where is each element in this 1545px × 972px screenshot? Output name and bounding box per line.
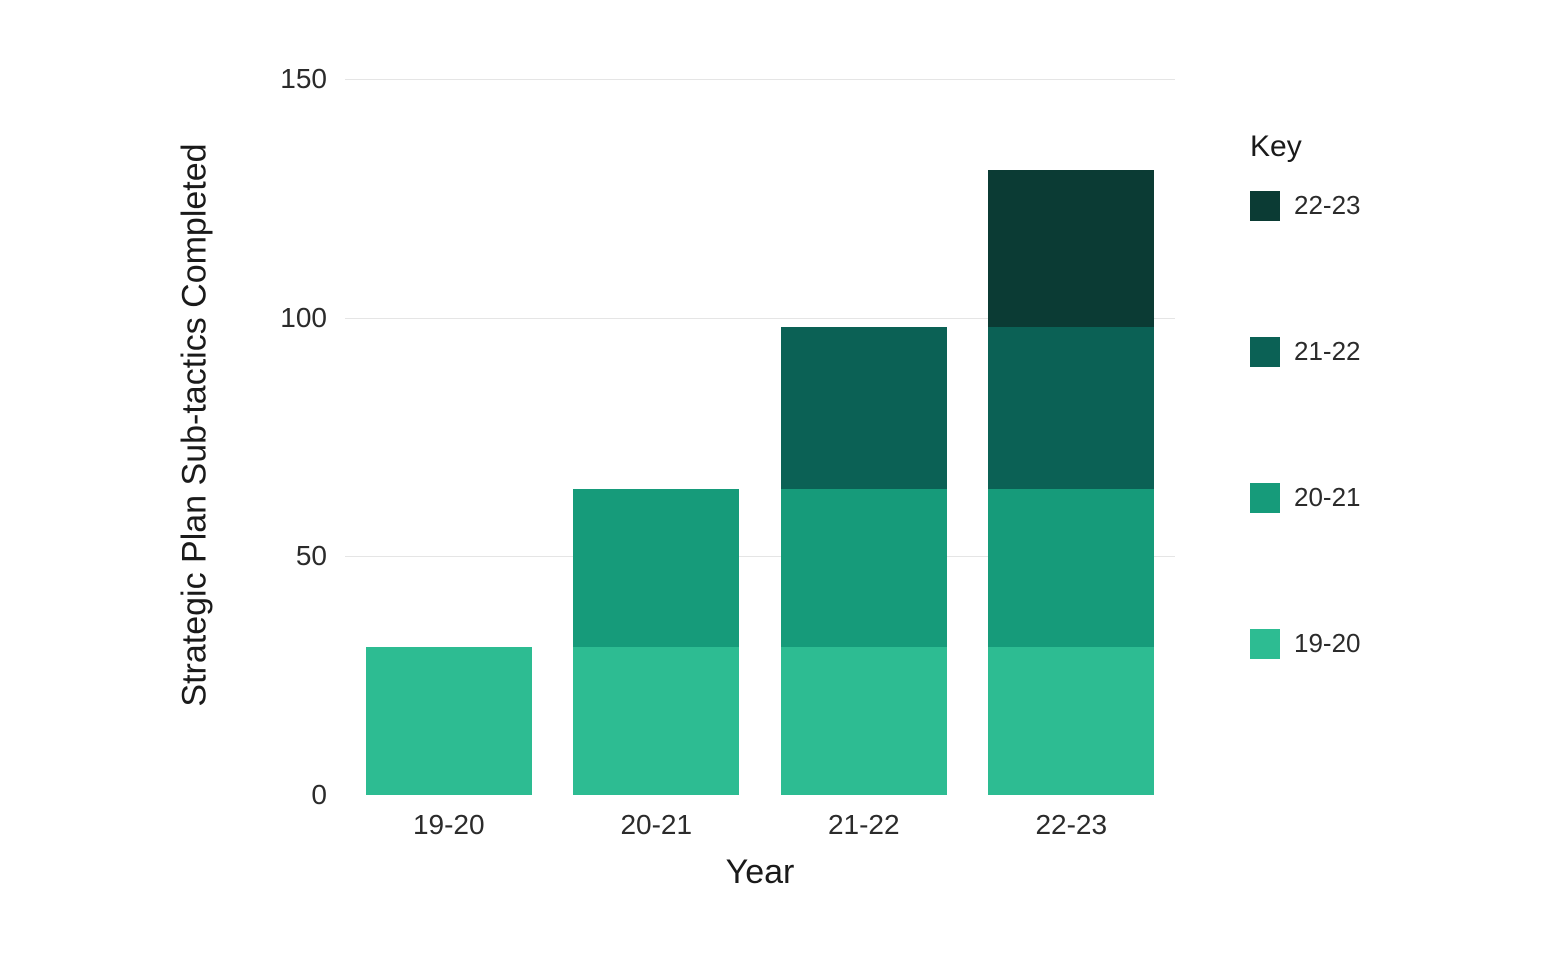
- legend-item: 22-23: [1250, 190, 1361, 221]
- bar-group: [781, 55, 947, 795]
- stacked-bar-chart: 05010015019-2020-2121-2222-23 Strategic …: [0, 0, 1545, 972]
- bar-segment: [988, 647, 1154, 795]
- legend-label: 22-23: [1294, 190, 1361, 221]
- legend-item: 19-20: [1250, 628, 1361, 659]
- legend-swatch: [1250, 337, 1280, 367]
- legend-item: 20-21: [1250, 482, 1361, 513]
- bar-group: [988, 55, 1154, 795]
- plot-area: 05010015019-2020-2121-2222-23: [345, 55, 1175, 795]
- legend-swatch: [1250, 191, 1280, 221]
- bar-segment: [366, 647, 532, 795]
- legend-label: 21-22: [1294, 336, 1361, 367]
- x-axis-title: Year: [726, 853, 795, 892]
- legend-label: 19-20: [1294, 628, 1361, 659]
- bar-segment: [573, 647, 739, 795]
- y-tick-label: 100: [280, 302, 345, 334]
- bar-segment: [781, 647, 947, 795]
- y-tick-label: 150: [280, 63, 345, 95]
- x-tick-label: 20-21: [620, 795, 692, 841]
- legend-title: Key: [1250, 130, 1361, 164]
- y-tick-label: 0: [311, 779, 345, 811]
- bar-segment: [781, 489, 947, 647]
- x-tick-label: 21-22: [828, 795, 900, 841]
- x-tick-label: 22-23: [1035, 795, 1107, 841]
- legend: Key 22-23 21-22 20-21 19-20: [1250, 130, 1361, 659]
- bar-segment: [781, 327, 947, 489]
- legend-swatch: [1250, 483, 1280, 513]
- bar-segment: [573, 489, 739, 647]
- bar-group: [573, 55, 739, 795]
- legend-swatch: [1250, 629, 1280, 659]
- bar-group: [366, 55, 532, 795]
- legend-item: 21-22: [1250, 336, 1361, 367]
- legend-label: 20-21: [1294, 482, 1361, 513]
- y-tick-label: 50: [296, 540, 345, 572]
- y-axis-title: Strategic Plan Sub-tactics Completed: [176, 143, 215, 706]
- bar-segment: [988, 327, 1154, 489]
- bar-segment: [988, 489, 1154, 647]
- bar-segment: [988, 170, 1154, 328]
- x-tick-label: 19-20: [413, 795, 485, 841]
